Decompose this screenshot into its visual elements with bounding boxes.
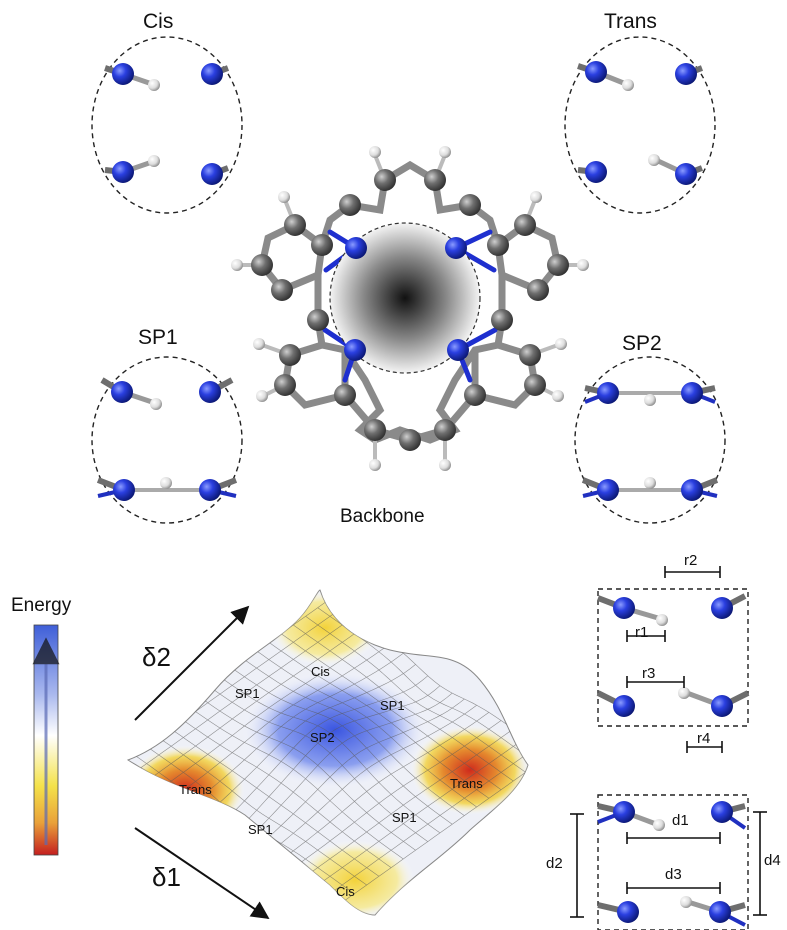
- nitrogen-atom: [113, 479, 135, 501]
- hydrogen-atom: [644, 477, 656, 489]
- label-d3: d3: [665, 866, 682, 883]
- hydrogen-atom: [622, 79, 634, 91]
- surface-label-trans-right: Trans: [450, 776, 483, 791]
- mesh-line: [305, 737, 526, 894]
- delta2-label: δ2: [142, 642, 171, 672]
- label-d1: d1: [672, 812, 689, 829]
- surface-label-sp1-br: SP1: [392, 810, 417, 825]
- nitrogen-atom: [711, 597, 733, 619]
- label-r4: r4: [697, 730, 711, 747]
- label-r1: r1: [635, 624, 649, 641]
- sp1-title: SP1: [138, 326, 178, 349]
- nitrogen-atom: [111, 381, 133, 403]
- delta-axes: [134, 605, 270, 920]
- surface-label-cis-bottom: Cis: [336, 884, 355, 899]
- nitrogen-atom: [201, 163, 223, 185]
- nitrogen-atom: [681, 382, 703, 404]
- label-r3: r3: [642, 665, 656, 682]
- nitrogen-atom: [112, 161, 134, 183]
- surface-label-sp2: SP2: [310, 730, 335, 745]
- nitrogen-atom: [709, 901, 731, 923]
- surface-label-trans-left: Trans: [179, 782, 212, 797]
- trans-inset: [564, 36, 716, 214]
- nitrogen-atom: [675, 63, 697, 85]
- distance-diagram-r: [596, 566, 750, 753]
- nitrogen-atom: [711, 801, 733, 823]
- surface-label-cis-top: Cis: [311, 664, 330, 679]
- label-r2: r2: [684, 552, 698, 569]
- surface-label-sp1-bl: SP1: [248, 822, 273, 837]
- hydrogen-atom: [148, 155, 160, 167]
- cis-title: Cis: [143, 10, 174, 33]
- nitrogen-atom: [613, 801, 635, 823]
- mesh-line: [329, 754, 528, 912]
- hydrogen-atom: [644, 394, 656, 406]
- cis-inset: [91, 36, 243, 214]
- label-d4: d4: [764, 852, 781, 869]
- surface-label-sp1-tr: SP1: [380, 698, 405, 713]
- mesh-line: [293, 624, 514, 782]
- sp2-inset: [574, 356, 726, 524]
- nitrogen-atom: [199, 381, 221, 403]
- porphyrin-backbone: [231, 146, 589, 471]
- hydrogen-atom: [653, 819, 665, 831]
- nitrogen-atom: [112, 63, 134, 85]
- nitrogen-atom: [681, 479, 703, 501]
- hydrogen-atom: [148, 79, 160, 91]
- nitrogen-atom: [585, 161, 607, 183]
- nitrogen-atom: [613, 597, 635, 619]
- delta1-label: δ1: [152, 862, 181, 892]
- nitrogen-atom: [613, 695, 635, 717]
- nitrogen-atom: [199, 479, 221, 501]
- mesh-line: [305, 616, 526, 773]
- energy-label: Energy: [11, 595, 72, 616]
- hydrogen-atom: [656, 614, 668, 626]
- hydrogen-atom: [680, 896, 692, 908]
- trans-title: Trans: [604, 10, 657, 33]
- nitrogen-atom: [711, 695, 733, 717]
- backbone-label: Backbone: [340, 506, 425, 527]
- hydrogen-atom: [648, 154, 660, 166]
- delta1-arrow: [134, 827, 270, 920]
- hydrogen-atom: [678, 687, 690, 699]
- nitrogen-atom: [617, 901, 639, 923]
- sp1-inset: [91, 356, 243, 524]
- nitrogen-atom: [597, 479, 619, 501]
- nitrogen-atom: [597, 382, 619, 404]
- nitrogen-atom: [585, 61, 607, 83]
- hydrogen-atom: [150, 398, 162, 410]
- sp2-title: SP2: [622, 332, 662, 355]
- delta2-arrow: [134, 605, 250, 721]
- nitrogen-atom: [201, 63, 223, 85]
- hydrogen-atom: [160, 477, 172, 489]
- distance-diagram-d: [570, 794, 767, 930]
- nitrogen-atom: [675, 163, 697, 185]
- label-d2: d2: [546, 855, 563, 872]
- surface-label-sp1-tl: SP1: [235, 686, 260, 701]
- cavity: [329, 222, 481, 374]
- mesh-line: [317, 746, 528, 903]
- energy-colorbar: [32, 624, 60, 856]
